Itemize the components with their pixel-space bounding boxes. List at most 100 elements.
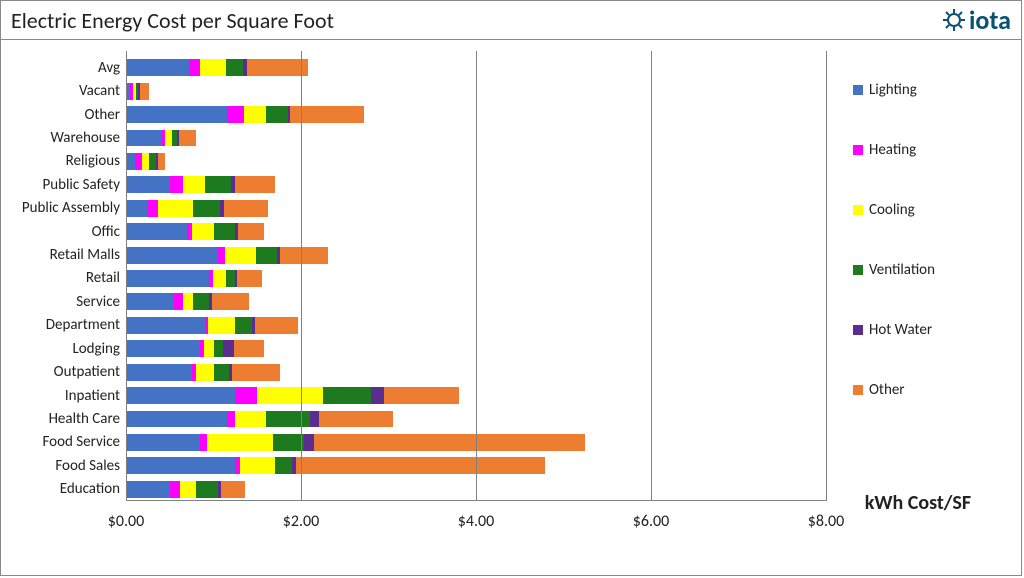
stacked-bar bbox=[126, 200, 268, 217]
bar-segment bbox=[158, 200, 193, 217]
bar-segment bbox=[126, 387, 235, 404]
grid-line bbox=[651, 51, 652, 501]
y-tick-label: Retail Malls bbox=[50, 246, 120, 264]
bar-segment bbox=[126, 106, 227, 123]
bar-segment bbox=[223, 340, 234, 357]
bar-segment bbox=[221, 481, 246, 498]
bar-segment bbox=[227, 106, 245, 123]
y-tick-label: Lodging bbox=[72, 340, 120, 358]
stacked-bar bbox=[126, 293, 249, 310]
bar-segment bbox=[319, 411, 393, 428]
bar-segment bbox=[126, 293, 174, 310]
y-tick-label: Offic bbox=[92, 223, 120, 241]
legend-label: Ventilation bbox=[869, 261, 935, 279]
bar-segment bbox=[235, 176, 274, 193]
bar-segment bbox=[214, 364, 230, 381]
stacked-bar bbox=[126, 457, 545, 474]
legend-label: Other bbox=[869, 381, 905, 399]
bar-segment bbox=[275, 457, 293, 474]
legend-label: Cooling bbox=[869, 201, 915, 219]
bar-segment bbox=[238, 223, 264, 240]
bar-segment bbox=[247, 59, 308, 76]
bar-segment bbox=[280, 247, 328, 264]
legend-swatch bbox=[853, 145, 863, 155]
bar-segment bbox=[232, 364, 280, 381]
x-tick-label: $6.00 bbox=[633, 512, 669, 531]
y-tick-label: Inpatient bbox=[65, 387, 120, 405]
y-tick-label: Department bbox=[46, 316, 120, 334]
y-tick-label: Service bbox=[76, 293, 120, 311]
y-tick-label: Outpatient bbox=[54, 363, 120, 381]
bar-segment bbox=[193, 200, 219, 217]
bar-segment bbox=[126, 270, 209, 287]
bar-segment bbox=[193, 293, 209, 310]
bar-segment bbox=[226, 59, 244, 76]
stacked-bar bbox=[126, 83, 149, 100]
bar-segment bbox=[140, 83, 149, 100]
bar-segment bbox=[235, 387, 257, 404]
bar-segment bbox=[170, 176, 183, 193]
stacked-bar bbox=[126, 270, 262, 287]
bar-segment bbox=[234, 340, 265, 357]
bar-segment bbox=[200, 59, 226, 76]
logo: iota bbox=[941, 4, 1011, 36]
bar-segment bbox=[214, 340, 223, 357]
stacked-bar bbox=[126, 411, 393, 428]
grid-line bbox=[301, 51, 302, 501]
legend-item: Ventilation bbox=[853, 261, 1003, 279]
legend-swatch bbox=[853, 385, 863, 395]
y-tick-label: Public Assembly bbox=[22, 199, 120, 217]
legend-item: Hot Water bbox=[853, 321, 1003, 339]
bar-segment bbox=[126, 340, 200, 357]
title-bar: Electric Energy Cost per Square Foot iot… bbox=[1, 1, 1021, 40]
stacked-bar bbox=[126, 247, 328, 264]
stacked-bar bbox=[126, 317, 298, 334]
bar-segment bbox=[208, 317, 234, 334]
bar-segment bbox=[126, 247, 218, 264]
y-tick-label: Retail bbox=[86, 269, 120, 287]
bar-segment bbox=[126, 457, 235, 474]
logo-text: iota bbox=[969, 4, 1011, 36]
stacked-bar bbox=[126, 176, 275, 193]
bar-segment bbox=[126, 153, 135, 170]
bar-segment bbox=[149, 153, 156, 170]
bar-segment bbox=[235, 411, 266, 428]
y-tick-label: Health Care bbox=[49, 410, 120, 428]
bar-segment bbox=[227, 411, 236, 428]
plot-area: AvgVacantOtherWarehouseReligiousPublic S… bbox=[126, 51, 826, 531]
bar-segment bbox=[371, 387, 384, 404]
chart-title: Electric Energy Cost per Square Foot bbox=[11, 7, 334, 34]
stacked-bar bbox=[126, 364, 280, 381]
bar-segment bbox=[212, 293, 249, 310]
y-tick-label: Religious bbox=[66, 152, 120, 170]
bar-segment bbox=[126, 176, 170, 193]
bar-segment bbox=[170, 481, 181, 498]
bar-segment bbox=[244, 106, 266, 123]
bar-segment bbox=[196, 481, 218, 498]
bar-segment bbox=[165, 130, 172, 147]
bar-segment bbox=[304, 434, 315, 451]
y-tick-label: Warehouse bbox=[50, 129, 120, 147]
bar-segment bbox=[218, 247, 225, 264]
bar-segment bbox=[126, 411, 227, 428]
chart-frame: Electric Energy Cost per Square Foot iot… bbox=[0, 0, 1022, 576]
stacked-bar bbox=[126, 223, 264, 240]
legend-swatch bbox=[853, 325, 863, 335]
bar-segment bbox=[255, 317, 299, 334]
bar-segment bbox=[126, 317, 205, 334]
stacked-bar bbox=[126, 387, 459, 404]
gear-icon bbox=[941, 7, 967, 33]
bar-segment bbox=[126, 434, 200, 451]
bar-segment bbox=[183, 176, 205, 193]
stacked-bar bbox=[126, 153, 165, 170]
bar-segment bbox=[126, 130, 161, 147]
legend: LightingHeatingCoolingVentilationHot Wat… bbox=[853, 81, 1003, 441]
bar-segment bbox=[256, 247, 278, 264]
stacked-bar bbox=[126, 106, 364, 123]
x-tick-label: $2.00 bbox=[283, 512, 319, 531]
legend-item: Lighting bbox=[853, 81, 1003, 99]
bar-segment bbox=[224, 200, 268, 217]
grid-line bbox=[826, 51, 827, 501]
bar-segment bbox=[207, 434, 273, 451]
bar-segment bbox=[142, 153, 149, 170]
